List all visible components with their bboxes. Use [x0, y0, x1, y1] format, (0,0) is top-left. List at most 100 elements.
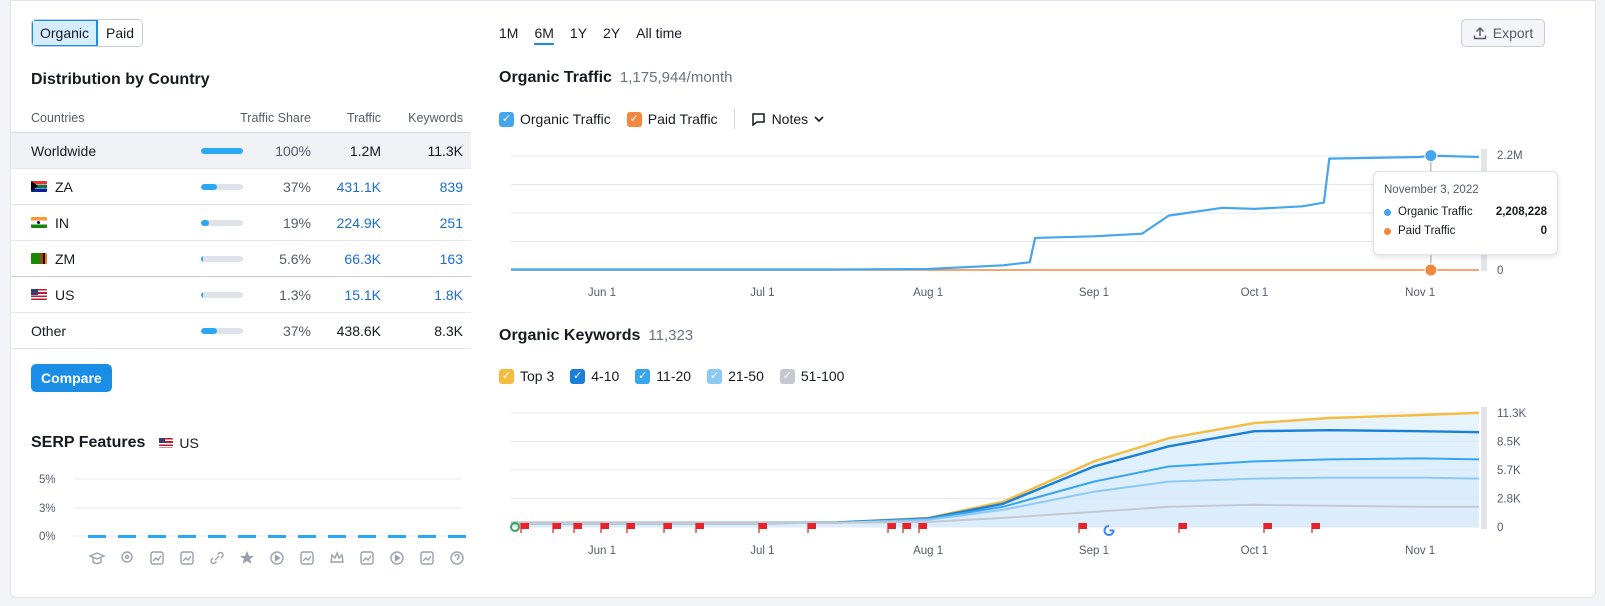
organic-paid-toggle: Organic Paid: [31, 19, 144, 47]
period-selector: 1M 6M 1Y 2Y All time: [499, 25, 682, 45]
serp-bar: [298, 535, 316, 538]
period-2y[interactable]: 2Y: [603, 25, 621, 41]
share-value: 5.6%: [279, 250, 311, 267]
serp-bar: [88, 535, 106, 538]
table-header: Countries Traffic Share Traffic Keywords: [11, 103, 471, 133]
4-10-checkbox[interactable]: ✓ 4-10: [570, 368, 619, 384]
keyword-x-tick: Sep 1: [1079, 545, 1109, 557]
serp-features-chart: 5% 3% 0%: [39, 474, 466, 565]
in-flag-icon: [31, 217, 47, 228]
checkmark-icon: ✓: [570, 368, 586, 384]
algorithm-flag-icon: [759, 523, 767, 529]
tooltip-date: November 3, 2022: [1384, 184, 1479, 196]
table-row[interactable]: ZM 5.6% 66.3K 163: [11, 241, 471, 277]
traffic-link[interactable]: 66.3K: [344, 250, 381, 267]
table-row[interactable]: Worldwide 100% 1.2M 11.3K: [11, 133, 471, 169]
us-flag-icon: [31, 289, 47, 300]
keyword-y-tick: 8.5K: [1497, 437, 1521, 449]
serp-features-header: SERP Features US: [31, 434, 199, 452]
compare-button[interactable]: Compare: [31, 364, 112, 392]
notes-dropdown[interactable]: Notes: [751, 111, 825, 127]
keywords-link[interactable]: 839: [439, 178, 463, 195]
share-bar: [201, 147, 243, 154]
share-bar: [201, 219, 243, 226]
organic-traffic-line: [511, 154, 1480, 271]
traffic-link[interactable]: 431.1K: [336, 178, 381, 195]
share-value: 19%: [282, 214, 311, 231]
tooltip-paid-value: 0: [1540, 225, 1547, 237]
keywords-link[interactable]: 251: [439, 214, 463, 231]
faq-icon: [420, 551, 434, 565]
keyword-y-tick: 0: [1497, 522, 1503, 534]
legend-label: 11-20: [656, 368, 692, 384]
country-name[interactable]: US: [55, 286, 75, 303]
traffic-share-header[interactable]: Traffic Share: [240, 110, 311, 125]
video-icon: [270, 551, 284, 565]
organic-traffic-checkbox[interactable]: ✓ Organic Traffic: [499, 111, 611, 127]
organic-traffic-title: Organic Traffic: [499, 69, 612, 86]
countries-header: Countries: [31, 110, 85, 125]
traffic-link[interactable]: 224.9K: [336, 214, 381, 231]
11-20-checkbox[interactable]: ✓ 11-20: [635, 368, 691, 384]
tooltip-organic-value: 2,208,228: [1495, 206, 1547, 218]
traffic-x-tick: Aug 1: [913, 287, 943, 299]
checkmark-icon: ✓: [626, 111, 642, 127]
keyword-y-tick: 11.3K: [1497, 408, 1527, 420]
main-card: Organic Paid Distribution by Country Cou…: [10, 0, 1596, 598]
notes-label: Notes: [771, 111, 809, 127]
serp-bar: [388, 535, 406, 538]
organic-keywords-header: Organic Keywords 11,323: [499, 327, 693, 345]
traffic-link[interactable]: 15.1K: [344, 286, 381, 303]
paid-toggle-button[interactable]: Paid: [98, 20, 143, 46]
country-name[interactable]: ZA: [55, 178, 73, 195]
period-all-time[interactable]: All time: [636, 25, 683, 41]
country-name[interactable]: ZM: [55, 250, 76, 267]
keyword-x-tick: Oct 1: [1241, 545, 1268, 557]
legend-label: 4-10: [591, 368, 620, 384]
organic-toggle-button[interactable]: Organic: [32, 20, 99, 46]
period-1y[interactable]: 1Y: [569, 25, 588, 41]
serp-country[interactable]: US: [179, 435, 199, 451]
table-row[interactable]: ZA 37% 431.1K 839: [11, 169, 471, 205]
traffic-header[interactable]: Traffic: [346, 110, 381, 125]
checkmark-icon: ✓: [779, 368, 795, 384]
paid-traffic-checkbox[interactable]: ✓ Paid Traffic: [626, 111, 718, 127]
51-100-checkbox[interactable]: ✓ 51-100: [779, 368, 844, 384]
traffic-legend: ✓ Organic Traffic ✓ Paid Traffic Notes: [499, 109, 824, 129]
period-1m[interactable]: 1M: [499, 25, 519, 41]
legend-label: Organic Traffic: [520, 111, 611, 127]
algorithm-flag-icon: [1079, 523, 1087, 529]
traffic-value: 1.2M: [349, 142, 381, 159]
sitelinks-icon: [210, 551, 224, 565]
upload-icon: [1473, 26, 1487, 40]
export-button[interactable]: Export: [1461, 19, 1545, 47]
traffic-x-tick: Nov 1: [1405, 287, 1435, 299]
traffic-value: 438.6K: [336, 322, 381, 339]
tooltip-organic-label: Organic Traffic: [1398, 206, 1473, 218]
algorithm-flag-icon: [627, 523, 635, 529]
share-value: 37%: [282, 178, 311, 195]
serp-y-tick: 3%: [39, 503, 56, 515]
keyword-series-line: [511, 503, 1479, 524]
organic-traffic-subtitle: 1,175,944/month: [619, 69, 733, 86]
keywords-link[interactable]: 1.8K: [434, 286, 463, 303]
keywords-link[interactable]: 163: [439, 250, 463, 267]
share-bar: [201, 327, 243, 334]
checkmark-icon: ✓: [707, 368, 723, 384]
share-value: 100%: [275, 142, 311, 159]
traffic-x-tick: Oct 1: [1241, 287, 1268, 299]
top3-checkbox[interactable]: ✓ Top 3: [499, 368, 554, 384]
algorithm-flag-icon: [1312, 523, 1320, 529]
table-row[interactable]: US 1.3% 15.1K 1.8K: [11, 277, 471, 313]
table-row[interactable]: Other 37% 438.6K 8.3K: [11, 313, 471, 349]
organic-hover-point: [1424, 149, 1438, 163]
table-row[interactable]: IN 19% 224.9K 251: [11, 205, 471, 241]
share-value: 1.3%: [279, 286, 311, 303]
21-50-checkbox[interactable]: ✓ 21-50: [707, 368, 764, 384]
traffic-y-tick: 0: [1497, 265, 1503, 277]
keyword-area: [511, 458, 1479, 527]
keywords-header[interactable]: Keywords: [408, 110, 463, 125]
period-6m[interactable]: 6M: [534, 25, 554, 45]
chevron-down-icon: [814, 116, 824, 123]
country-name[interactable]: IN: [55, 214, 69, 231]
